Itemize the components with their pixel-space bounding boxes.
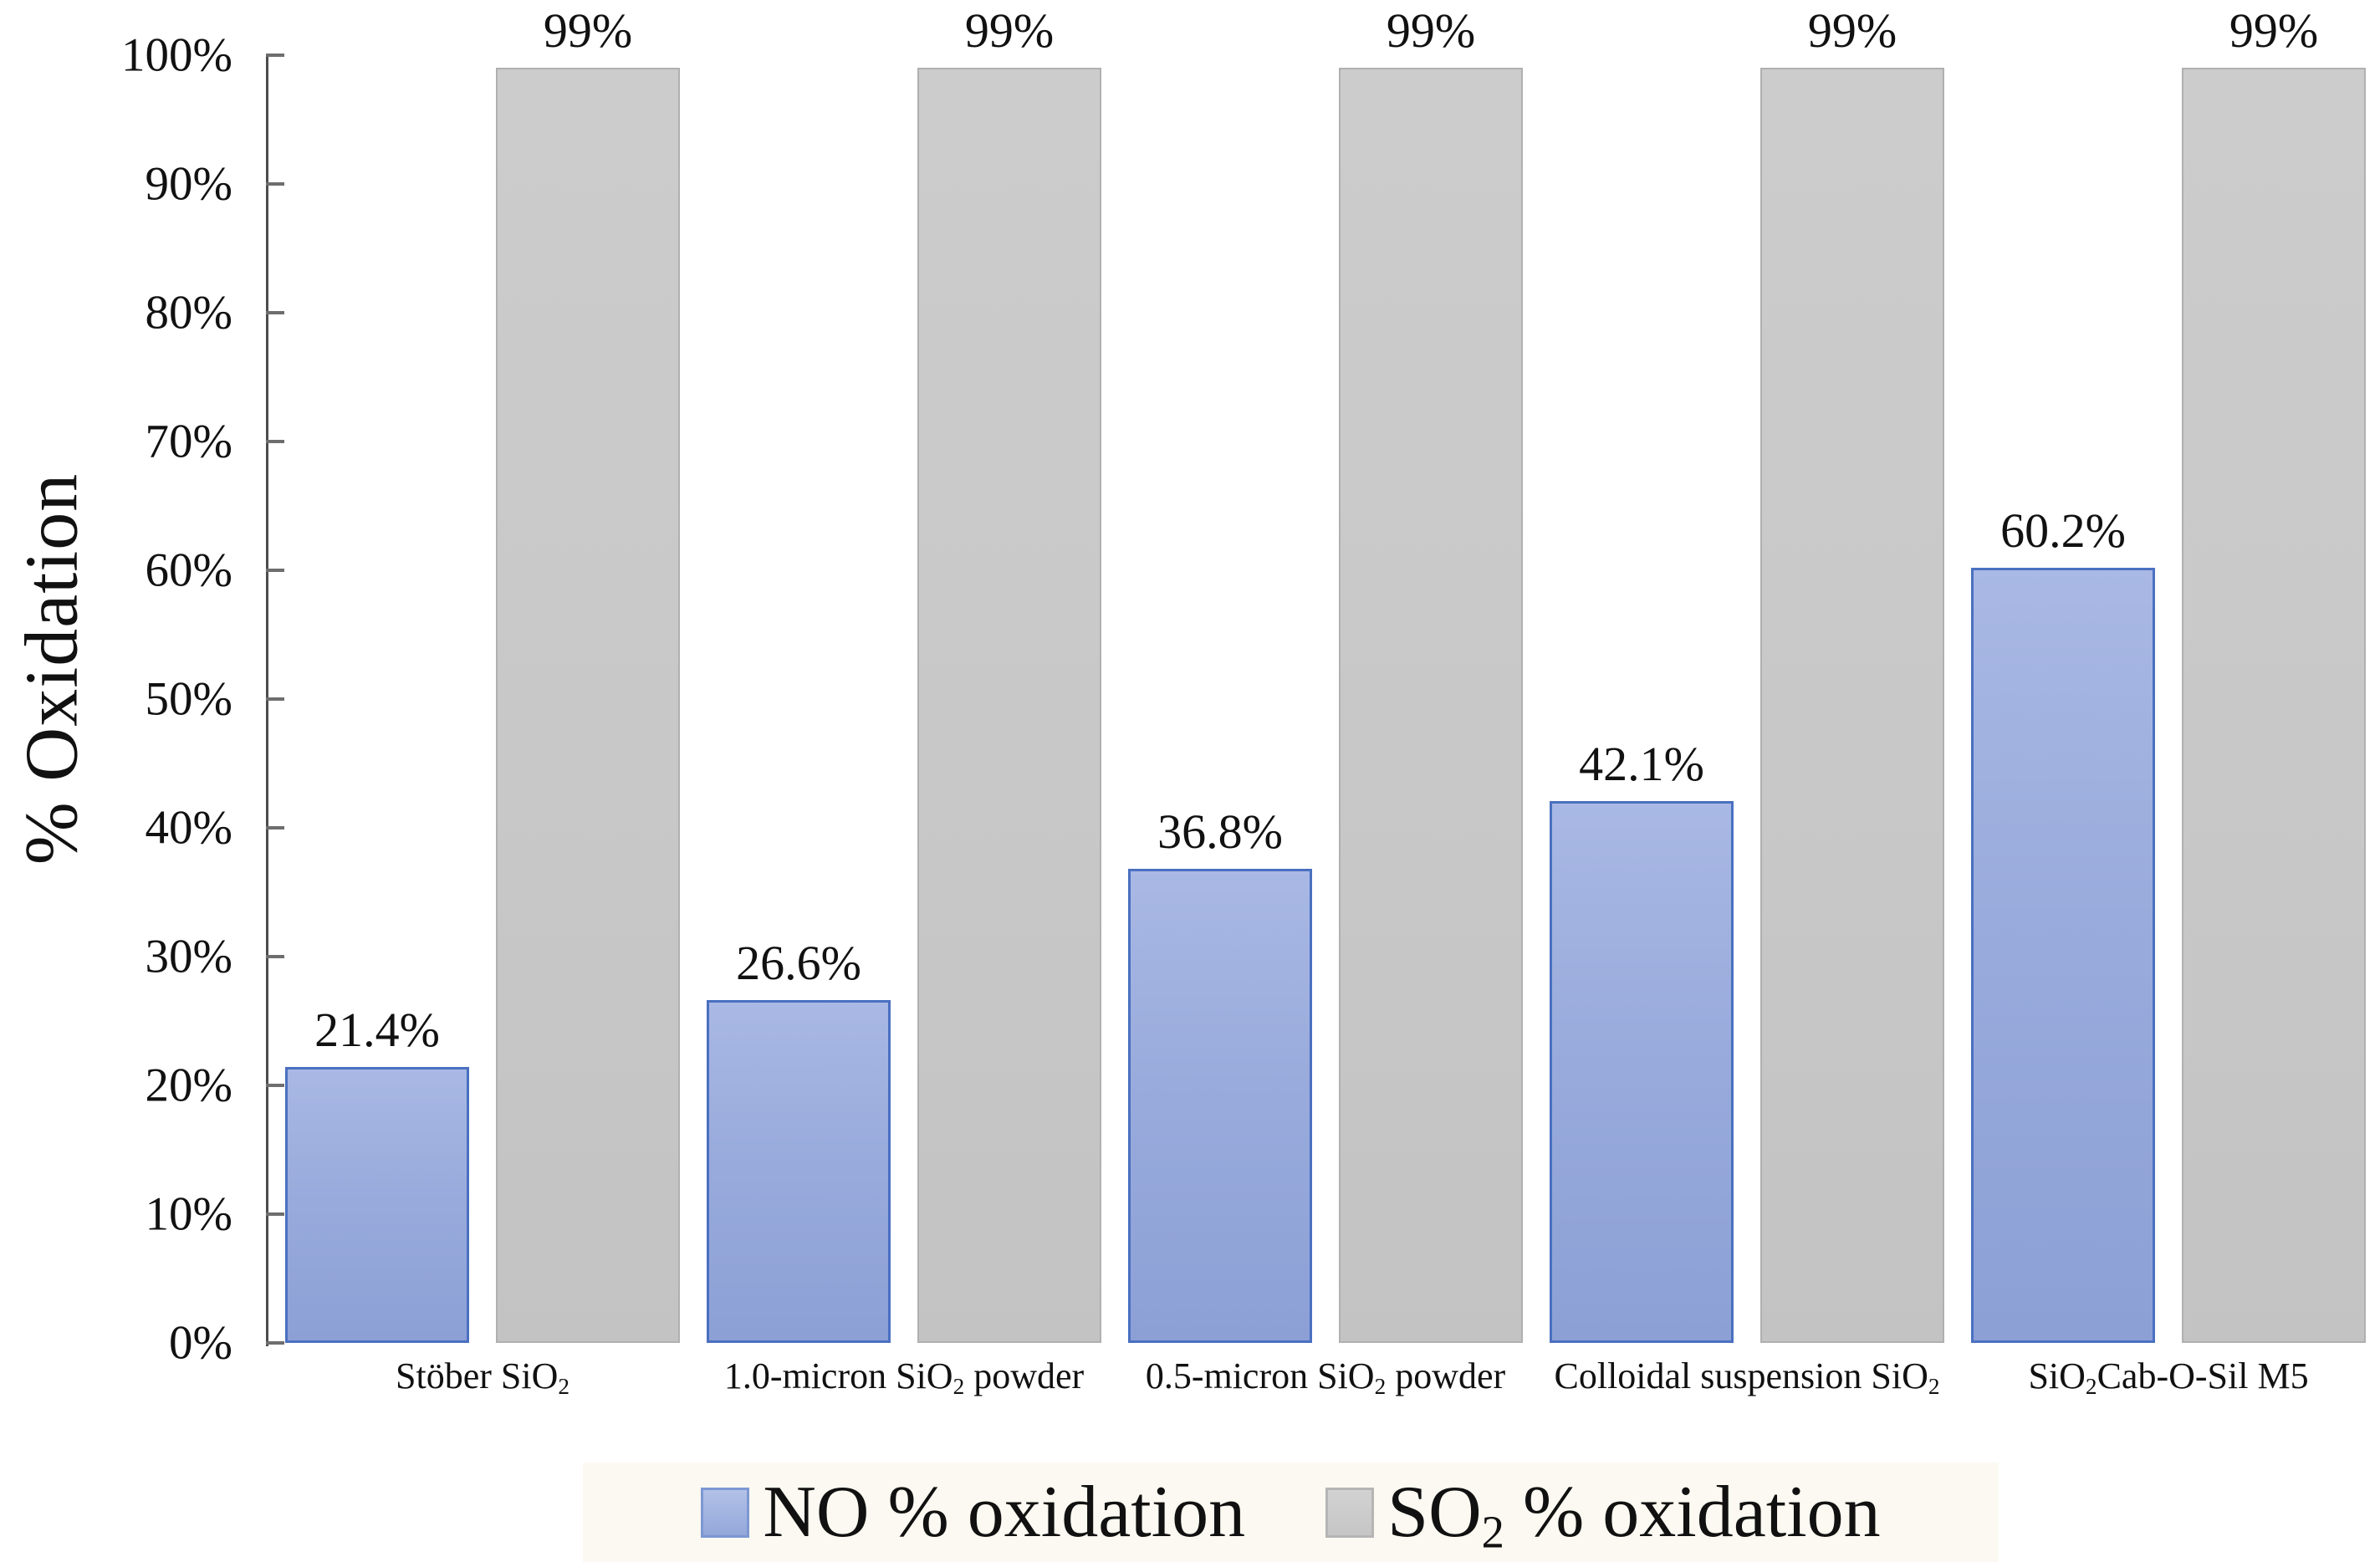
y-tick-label: 10% [145,1187,232,1241]
y-tick-mark [266,311,284,314]
data-label: 99% [2229,3,2319,59]
data-label: 99% [964,3,1055,59]
y-tick-label: 50% [145,672,232,726]
category-label: Stöber SiO2 [396,1355,569,1399]
y-axis-title: % Oxidation [10,472,94,865]
legend-item: SO2 % oxidation [1325,1470,1881,1554]
category-label: Colloidal suspension SiO2 [1554,1355,1940,1399]
y-tick-label: 0% [169,1316,232,1370]
data-label: 42.1% [1579,736,1704,791]
y-tick-mark [266,440,284,443]
bar-no-oxidation [1128,869,1312,1343]
y-tick-label: 20% [145,1059,232,1112]
data-label: 21.4% [314,1003,440,1058]
y-tick-mark [266,1212,284,1216]
y-tick-label: 80% [145,286,232,339]
category-label: 0.5-micron SiO2 powder [1145,1355,1506,1399]
legend-swatch-gray [1325,1487,1375,1538]
y-tick-mark [266,826,284,829]
y-axis-line [266,55,268,1346]
y-tick-label: 90% [145,157,232,211]
y-tick-mark [266,569,284,572]
legend-label: SO2 % oxidation [1387,1472,1881,1558]
legend-item: NO % oxidation [701,1470,1245,1554]
bar-so2-oxidation [1760,68,1944,1343]
y-tick-label: 100% [121,28,232,82]
category-label: 1.0-micron SiO2 powder [723,1355,1085,1399]
y-tick-mark [266,955,284,958]
bar-no-oxidation [707,1000,891,1343]
bar-no-oxidation [285,1067,469,1343]
bar-so2-oxidation [1339,68,1523,1343]
y-tick-label: 30% [145,930,232,983]
data-label: 36.8% [1157,804,1283,860]
y-tick-mark [266,1084,284,1087]
legend: NO % oxidation SO2 % oxidation [583,1462,1999,1562]
legend-label: NO % oxidation [763,1472,1246,1553]
data-label: 99% [1386,3,1476,59]
y-tick-mark [266,1341,284,1345]
y-tick-label: 70% [145,415,232,468]
bar-no-oxidation [1971,567,2155,1343]
legend-swatch-blue [701,1487,750,1538]
bar-so2-oxidation [496,68,680,1343]
category-label: SiO2Cab-O-Sil M5 [2028,1355,2309,1399]
bar-so2-oxidation [917,68,1101,1343]
y-tick-mark [266,54,284,57]
data-label: 99% [543,3,633,59]
bar-so2-oxidation [2182,68,2366,1343]
y-tick-mark [266,182,284,186]
data-label: 26.6% [736,936,861,991]
data-label: 60.2% [2000,503,2126,558]
bar-no-oxidation [1550,800,1734,1343]
y-tick-label: 40% [145,801,232,855]
data-label: 99% [1807,3,1897,59]
y-tick-label: 60% [145,544,232,597]
y-tick-mark [266,697,284,701]
